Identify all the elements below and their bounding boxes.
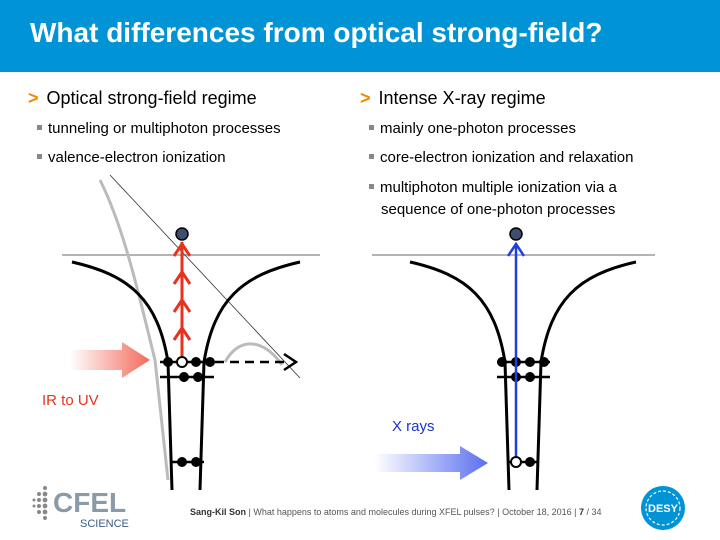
- footer-page: 7: [579, 507, 585, 517]
- bullet-square-icon: [369, 153, 374, 159]
- footer-date: October 18, 2016: [502, 507, 572, 517]
- cfel-logo-text: CFEL: [53, 487, 126, 518]
- desy-logo-text: DESY: [648, 503, 679, 515]
- right-heading-text: Intense X-ray regime: [378, 88, 546, 108]
- bullet-square-icon: [369, 124, 374, 130]
- bullet-square-icon: [37, 124, 42, 130]
- footer-sep: |: [574, 507, 577, 517]
- left-photon-chevron: [172, 325, 192, 341]
- right-electron: [525, 372, 535, 382]
- left-potential-right-wall: [198, 260, 301, 491]
- left-field-line: [109, 174, 301, 379]
- left-distorted-potential: [98, 179, 170, 481]
- title-bar: What differences from optical strong-fie…: [0, 0, 720, 72]
- xray-label: X rays: [392, 418, 435, 435]
- right-bullet-1-text: mainly one-photon processes: [380, 120, 576, 137]
- left-bullet-2-text: valence-electron ionization: [48, 149, 226, 166]
- right-potential-left-wall: [409, 260, 511, 491]
- right-bullet-3-text: multiphoton multiple ionization via a: [380, 179, 617, 196]
- cfel-logo-subtext: SCIENCE: [80, 518, 129, 530]
- ir-label: IR to UV: [42, 392, 99, 409]
- desy-logo: DESY: [641, 486, 685, 530]
- left-barrier-bump: [223, 342, 284, 366]
- left-electron: [191, 457, 201, 467]
- left-heading: > Optical strong-field regime: [28, 88, 257, 109]
- right-bullet-3-cont: sequence of one-photon processes: [381, 201, 616, 218]
- left-hole: [176, 356, 188, 368]
- footer: Sang-Kil Son | What happens to atoms and…: [190, 507, 602, 517]
- footer-total: / 34: [586, 507, 602, 517]
- slide-title: What differences from optical strong-fie…: [30, 17, 603, 48]
- right-heading-marker: >: [360, 88, 371, 108]
- right-bullet-2-text: core-electron ionization and relaxation: [380, 149, 634, 166]
- left-heading-text: Optical strong-field regime: [46, 88, 257, 108]
- left-photon-chevron: [172, 241, 192, 257]
- right-bullet-2: core-electron ionization and relaxation: [369, 147, 633, 169]
- left-potential-left-wall: [71, 260, 174, 491]
- right-electron: [497, 357, 507, 367]
- footer-talk: What happens to atoms and molecules duri…: [253, 507, 495, 517]
- right-electron: [525, 357, 535, 367]
- footer-sep: |: [497, 507, 500, 517]
- right-potential-right-wall: [535, 260, 637, 491]
- left-bullet-1-text: tunneling or multiphoton processes: [48, 120, 281, 137]
- right-core-hole: [510, 456, 522, 468]
- right-bullet-1: mainly one-photon processes: [369, 118, 576, 140]
- left-photon-chevron: [172, 269, 192, 285]
- cfel-logo: CFEL SCIENCE: [32, 486, 129, 530]
- xray-beam-arrow: [375, 446, 488, 480]
- right-electron: [539, 357, 549, 367]
- bullet-square-icon: [369, 183, 374, 189]
- right-ionized-electron: [509, 227, 523, 241]
- left-bullet-2: valence-electron ionization: [37, 147, 226, 169]
- right-electron: [525, 457, 535, 467]
- left-photon-chevron: [172, 297, 192, 313]
- ir-beam-arrow: [70, 342, 150, 378]
- footer-sep: |: [248, 507, 251, 517]
- left-electron: [205, 357, 215, 367]
- left-ionized-electron: [175, 227, 189, 241]
- right-bullet-3: multiphoton multiple ionization via a: [369, 177, 617, 199]
- left-electron: [179, 372, 189, 382]
- left-electron: [193, 372, 203, 382]
- left-electron: [191, 357, 201, 367]
- left-tunneling-arrowhead: [283, 352, 299, 372]
- right-photon-arrowhead: [506, 241, 526, 257]
- left-electron: [163, 357, 173, 367]
- right-heading: > Intense X-ray regime: [360, 88, 546, 109]
- left-bullet-1: tunneling or multiphoton processes: [37, 118, 281, 140]
- left-electron: [177, 457, 187, 467]
- left-heading-marker: >: [28, 88, 39, 108]
- footer-author: Sang-Kil Son: [190, 507, 246, 517]
- bullet-square-icon: [37, 153, 42, 159]
